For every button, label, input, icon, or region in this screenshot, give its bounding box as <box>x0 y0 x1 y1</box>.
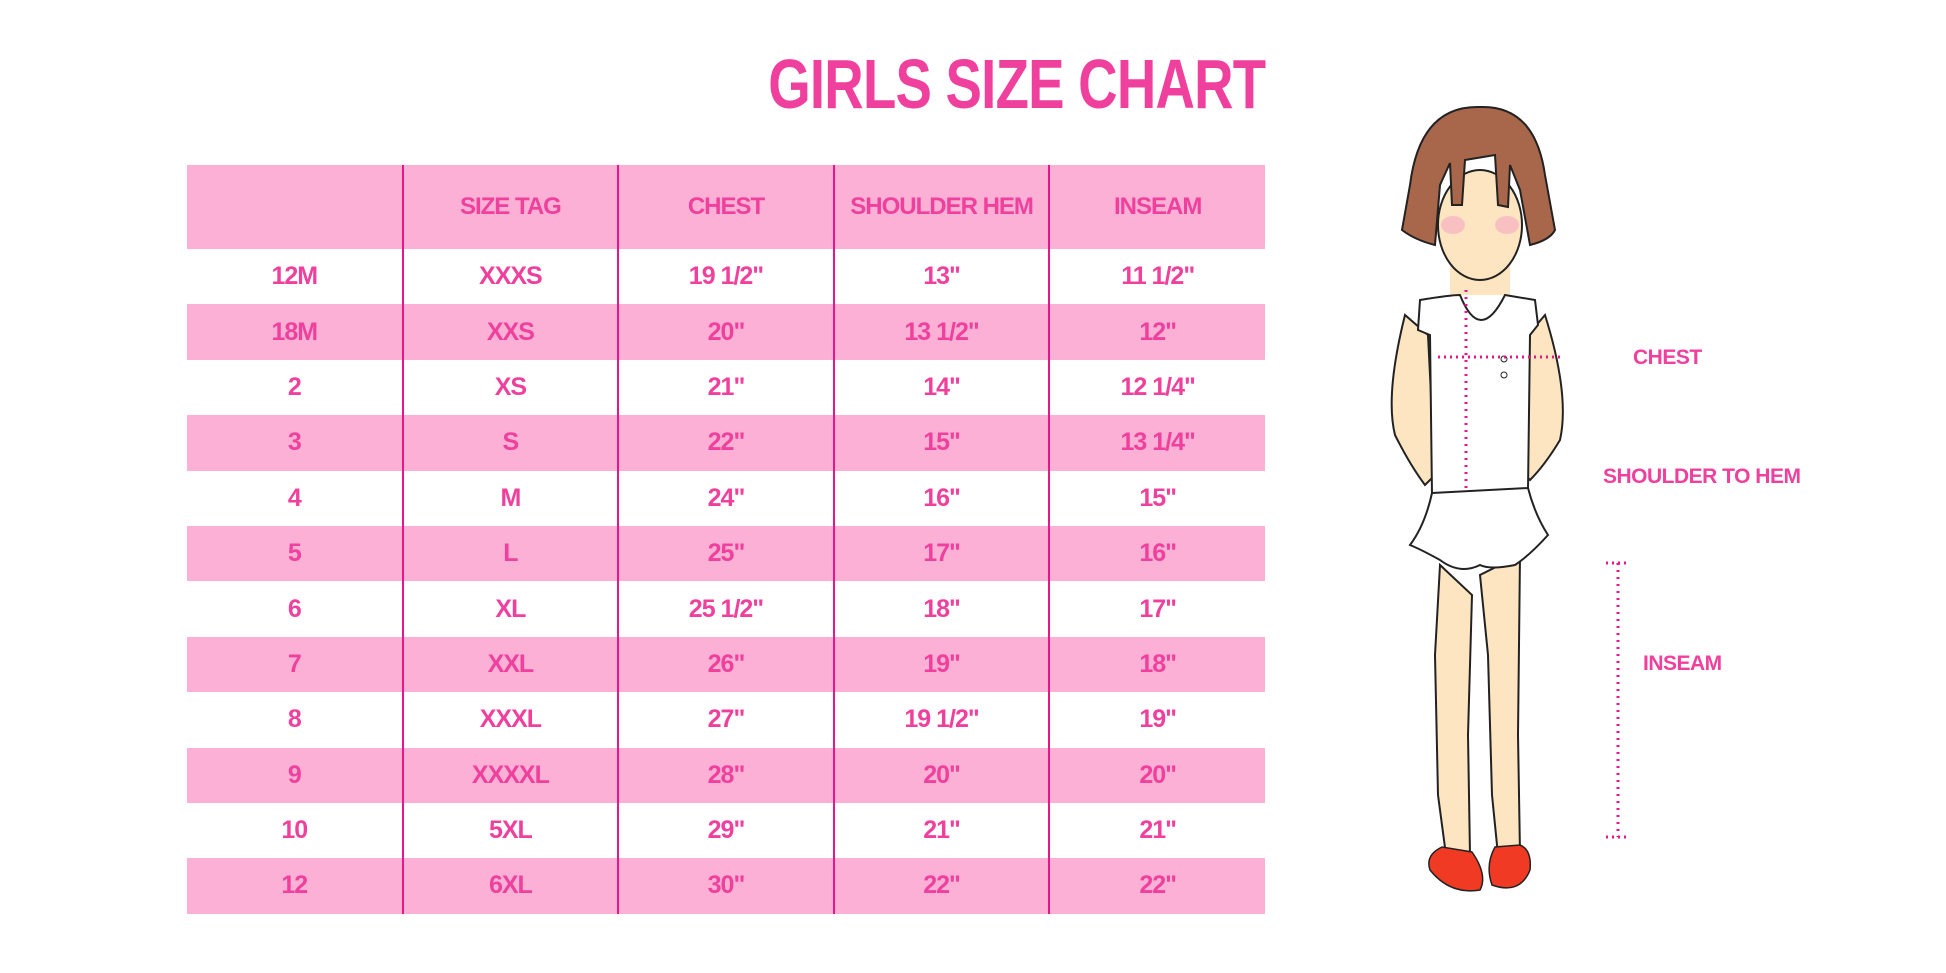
table-row: 7 XXL 26" 19" 18" <box>187 636 1265 693</box>
table-cell: 21" <box>832 802 1050 859</box>
table-row: 3 S 22" 15" 13 1/4" <box>187 415 1265 471</box>
table-row: 12M XXXS 19 1/2" 13" 11 1/2" <box>187 249 1265 305</box>
table-cell: 11 1/2" <box>1048 249 1265 305</box>
left-leg <box>1433 562 1474 856</box>
table-cell: 19" <box>1048 692 1265 748</box>
table-row: 5 L 25" 17" 16" <box>187 525 1265 582</box>
table-cell: 13" <box>832 249 1050 305</box>
table-cell: 13 1/4" <box>1048 415 1265 471</box>
table-cell: XXXS <box>401 249 619 305</box>
table-cell: 3 <box>187 415 403 471</box>
table-cell: 6XL <box>401 858 619 914</box>
table-cell: 8 <box>287 705 302 734</box>
table-row: 8 XXXL 27" 19 1/2" 19" <box>187 692 1265 748</box>
table-cell: 27" <box>617 692 834 748</box>
table-cell: 6 <box>287 594 302 623</box>
header-row: SIZE TAG CHEST SHOULDER HEM INSEAM <box>187 165 1265 249</box>
left-cheek <box>1441 216 1465 234</box>
table-cell: 15" <box>1048 470 1265 526</box>
table-cell: 16" <box>1048 525 1265 582</box>
table-cell: 21" <box>617 359 834 416</box>
inseam-label: INSEAM <box>1643 652 1722 675</box>
table-cell: 5 <box>187 525 403 582</box>
button <box>1500 371 1508 379</box>
table-cell: 18" <box>832 581 1050 637</box>
right-cheek <box>1495 216 1519 234</box>
table-cell: XL <box>401 581 619 637</box>
table-row: 4 M 24" 16" 15" <box>187 470 1265 526</box>
table-cell: 29" <box>617 802 834 859</box>
left-arm <box>1390 313 1437 487</box>
table-cell: 20" <box>832 747 1050 803</box>
table-row: 12 6XL 30" 22" 22" <box>187 858 1265 914</box>
table-cell: 18M <box>187 304 403 360</box>
table-cell: 25 1/2" <box>617 581 834 637</box>
hair <box>1400 105 1557 247</box>
table-cell: 30" <box>617 858 834 914</box>
table-cell: 2 <box>287 372 302 401</box>
table-cell: 20" <box>617 304 834 360</box>
table-cell: 13 1/2" <box>832 304 1050 360</box>
table-cell: M <box>401 470 619 526</box>
left-shoe <box>1428 846 1484 892</box>
table-cell: 12 1/4" <box>1048 359 1265 416</box>
table-cell: 4 <box>287 483 302 512</box>
table-cell: 10 <box>281 816 308 845</box>
right-leg <box>1478 553 1522 857</box>
table-cell: XXXL <box>401 692 619 748</box>
table-cell: 26" <box>617 636 834 693</box>
table-cell: 22" <box>832 858 1050 914</box>
column-header: SIZE TAG <box>401 165 619 249</box>
column-header <box>187 165 403 249</box>
shoulder-to-hem-label: SHOULDER TO HEM <box>1603 465 1801 488</box>
table-cell: 17" <box>1048 581 1265 637</box>
page-title: GIRLS SIZE CHART <box>767 45 1266 123</box>
table-cell: 22" <box>617 415 834 471</box>
table-cell: L <box>401 525 619 582</box>
table-cell: XXS <box>401 304 619 360</box>
table-cell: 19" <box>832 636 1050 693</box>
table-cell: 19 1/2" <box>617 249 834 305</box>
shirt <box>1416 293 1540 497</box>
table-cell: 19 1/2" <box>832 692 1050 748</box>
table-cell: 12" <box>1048 304 1265 360</box>
table-cell: 24" <box>617 470 834 526</box>
table-cell: 5XL <box>401 802 619 859</box>
table-cell: 22" <box>1048 858 1265 914</box>
table-row: 9 XXXXL 28" 20" 20" <box>187 747 1265 803</box>
table-cell: XXL <box>401 636 619 693</box>
table-row: 6 XL 25 1/2" 18" 17" <box>187 581 1265 637</box>
chest-label: CHEST <box>1633 346 1702 369</box>
table-cell: S <box>401 415 619 471</box>
table-cell: 28" <box>617 747 834 803</box>
column-header: CHEST <box>617 165 834 249</box>
table-cell: 17" <box>832 525 1050 582</box>
girl-illustration <box>1390 105 1626 892</box>
table-row: 2 XS 21" 14" 12 1/4" <box>187 359 1265 416</box>
table-cell: 12M <box>271 262 318 291</box>
table-cell: 21" <box>1048 802 1265 859</box>
table-cell: 9 <box>187 747 403 803</box>
table-cell: 15" <box>832 415 1050 471</box>
table-cell: 25" <box>617 525 834 582</box>
table-cell: 12 <box>187 858 403 914</box>
column-header: SHOULDER HEM <box>832 165 1050 249</box>
table-row: 10 5XL 29" 21" 21" <box>187 802 1265 859</box>
table-cell: 18" <box>1048 636 1265 693</box>
table-cell: 14" <box>832 359 1050 416</box>
table-cell: 7 <box>187 636 403 693</box>
table-cell: 20" <box>1048 747 1265 803</box>
table-cell: XS <box>401 359 619 416</box>
bloomers <box>1408 486 1550 570</box>
column-header: INSEAM <box>1048 165 1265 249</box>
right-shoe <box>1488 844 1532 889</box>
table-cell: XXXXL <box>401 747 619 803</box>
table-cell: 16" <box>832 470 1050 526</box>
table-row: 18M XXS 20" 13 1/2" 12" <box>187 304 1265 360</box>
size-table: SIZE TAG CHEST SHOULDER HEM INSEAM 12M XXXS 1… <box>187 165 1265 914</box>
